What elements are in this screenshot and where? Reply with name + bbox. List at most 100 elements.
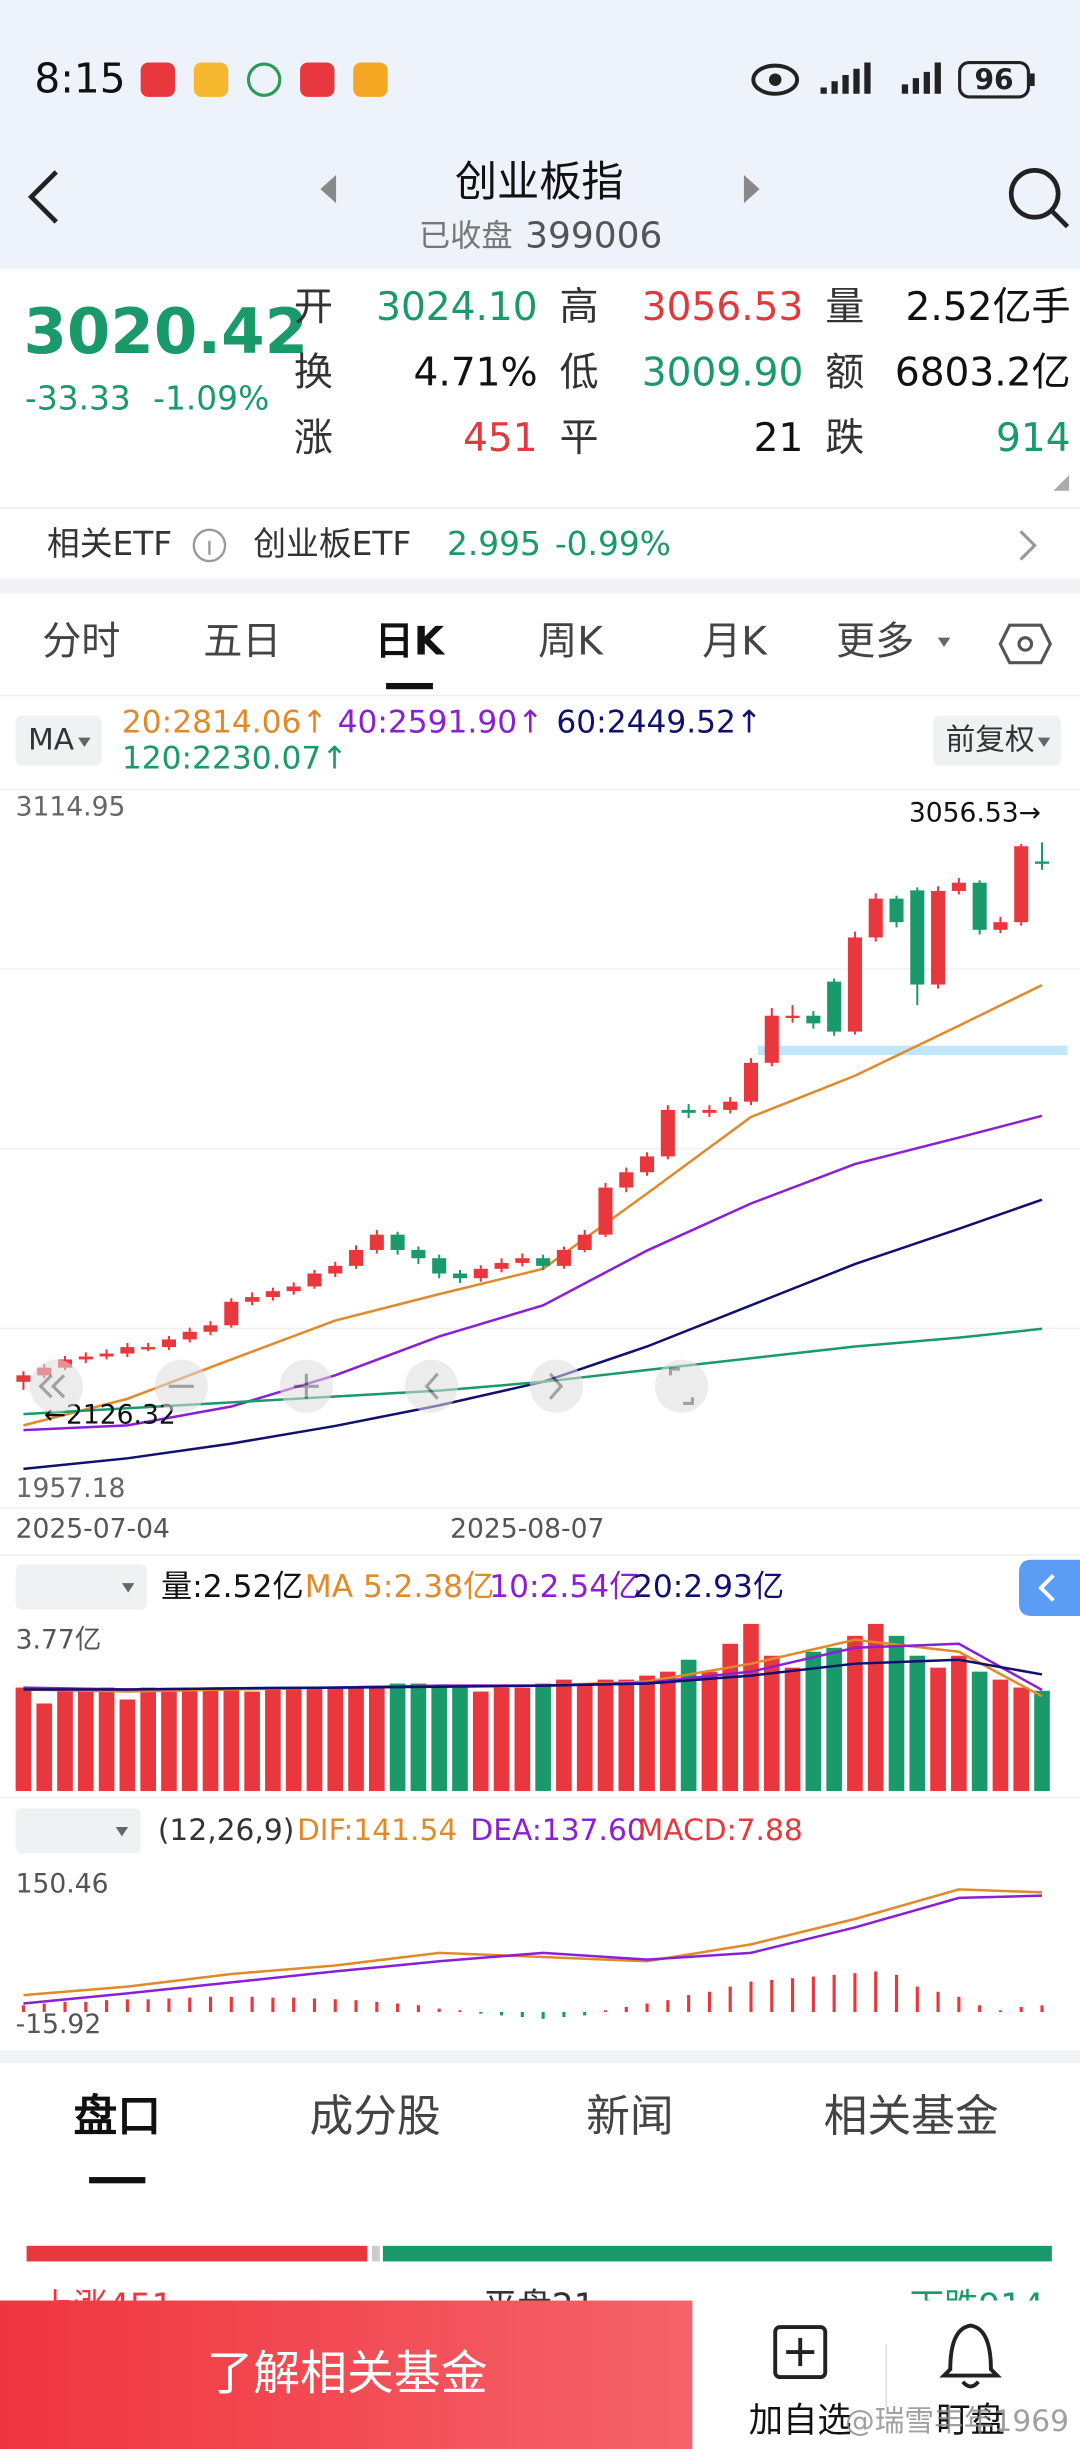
battery: 96 [974, 63, 1013, 96]
etf-arrow[interactable] [1019, 530, 1037, 561]
settings[interactable] [998, 623, 1053, 665]
gap [0, 578, 1080, 594]
field-label: 高 [560, 285, 599, 330]
period-tab[interactable]: 五日 [203, 619, 281, 664]
volume-bar [493, 1687, 510, 1792]
bottom-tab[interactable]: 相关基金 [824, 2091, 999, 2142]
add-label[interactable]: 加自选 [749, 2401, 852, 2441]
macd-bar [396, 2003, 400, 2013]
ma-button[interactable]: MA [28, 722, 75, 757]
caret [1037, 737, 1051, 748]
macd-bar [728, 1986, 732, 2013]
volume-bar [660, 1671, 676, 1792]
candle-body [16, 1375, 31, 1382]
volume-bar [639, 1675, 655, 1792]
adjust[interactable]: 前复权 [946, 722, 1035, 757]
volume-bar [930, 1667, 946, 1792]
etf-name[interactable]: 创业板ETF [253, 525, 411, 563]
down-bar [382, 2245, 1052, 2262]
macd-bar [105, 2000, 109, 2013]
alert-label[interactable]: 盯盘 [936, 2401, 1005, 2441]
period-tab[interactable]: 周K [538, 619, 604, 664]
period-tab[interactable]: 日K [375, 619, 446, 664]
volume-bar [805, 1651, 822, 1792]
ma-legend: 60:2449.52↑ [556, 705, 762, 741]
volume-legend: 10:2.54亿 [489, 1569, 640, 1605]
back[interactable] [27, 170, 58, 224]
macd-bar [915, 1986, 919, 2013]
adjust-bg[interactable] [933, 715, 1062, 766]
tab-underline [386, 682, 433, 690]
candle-body [640, 1156, 655, 1173]
period-tab[interactable]: 月K [702, 619, 768, 664]
macd-bar [541, 2012, 545, 2019]
macd-bar [416, 2005, 420, 2013]
field-label: 量 [825, 285, 864, 330]
zoom-controls[interactable] [29, 1359, 709, 1413]
macd-button-bg[interactable] [15, 1808, 141, 1854]
candle-body [452, 1273, 468, 1279]
volume-bar [867, 1623, 884, 1792]
candle-body [265, 1291, 280, 1298]
macd-bar [624, 2006, 628, 2013]
field-label: 开 [294, 285, 333, 330]
ma-button-bg[interactable] [15, 715, 102, 766]
candle-body [536, 1258, 551, 1266]
field-label: 跌 [825, 416, 864, 461]
bottom-tab[interactable]: 成分股 [309, 2091, 440, 2142]
fund-button[interactable] [0, 2300, 693, 2449]
fund-button-label[interactable]: 了解相关基金 [206, 2347, 487, 2402]
macd-bar [1040, 2005, 1044, 2013]
candle-body [328, 1265, 343, 1274]
candle-body [349, 1249, 364, 1266]
volume-bar [57, 1687, 73, 1792]
candle-body [723, 1101, 738, 1110]
change-pct: -1.09% [153, 380, 269, 418]
candle-body [889, 898, 904, 923]
ma-line [23, 1888, 1043, 1997]
candle-body [473, 1268, 488, 1279]
volume-bar [181, 1687, 198, 1792]
volume-bar [971, 1671, 988, 1792]
bottom-tab[interactable]: 新闻 [586, 2091, 674, 2142]
candle-body [99, 1353, 114, 1357]
flat-bar [371, 2245, 380, 2262]
volume-bar [161, 1691, 177, 1792]
info-icon[interactable] [192, 528, 227, 563]
candle-body [1034, 861, 1050, 864]
caret [115, 1826, 129, 1837]
side-tab[interactable] [1019, 1559, 1080, 1616]
candle-body [307, 1273, 322, 1287]
volume-legend: MA 5:2.38亿 [305, 1569, 495, 1605]
candle-body [847, 937, 862, 1032]
macd-bar [292, 1997, 296, 2013]
volume-button-bg[interactable] [15, 1564, 147, 1610]
macd-bar [42, 2003, 46, 2013]
volume-bar [1013, 1687, 1030, 1792]
candle-body [556, 1249, 571, 1266]
volume-bar [15, 1687, 32, 1792]
bottom-underline [89, 2177, 146, 2184]
high-marker: 3056.53→ [909, 798, 1041, 829]
period-tab[interactable]: 更多 [836, 619, 914, 664]
period-tab[interactable]: 分时 [42, 619, 120, 664]
change: -33.33 [25, 380, 131, 418]
alert-icon[interactable] [939, 2323, 1002, 2389]
up-bar [26, 2245, 368, 2262]
ma-line [23, 1658, 1043, 1691]
volume-bar [826, 1647, 842, 1792]
ma-legend: 120:2230.07↑ [122, 741, 348, 777]
add-icon[interactable] [773, 2325, 828, 2380]
macd-bar [957, 1996, 961, 2013]
more-caret [937, 637, 951, 648]
volume-bar [306, 1687, 323, 1792]
search[interactable] [1008, 168, 1070, 229]
period-tabs: 分时 五日 日K 周K 月K 更多 [42, 619, 914, 664]
bottom-tabs: 盘口 成分股 新闻 相关基金 [73, 2091, 998, 2142]
expand[interactable] [1053, 475, 1070, 491]
etf-price: 2.995 [447, 525, 541, 563]
ma-line [23, 1114, 1043, 1432]
bottom-tab[interactable]: 盘口 [73, 2091, 161, 2142]
